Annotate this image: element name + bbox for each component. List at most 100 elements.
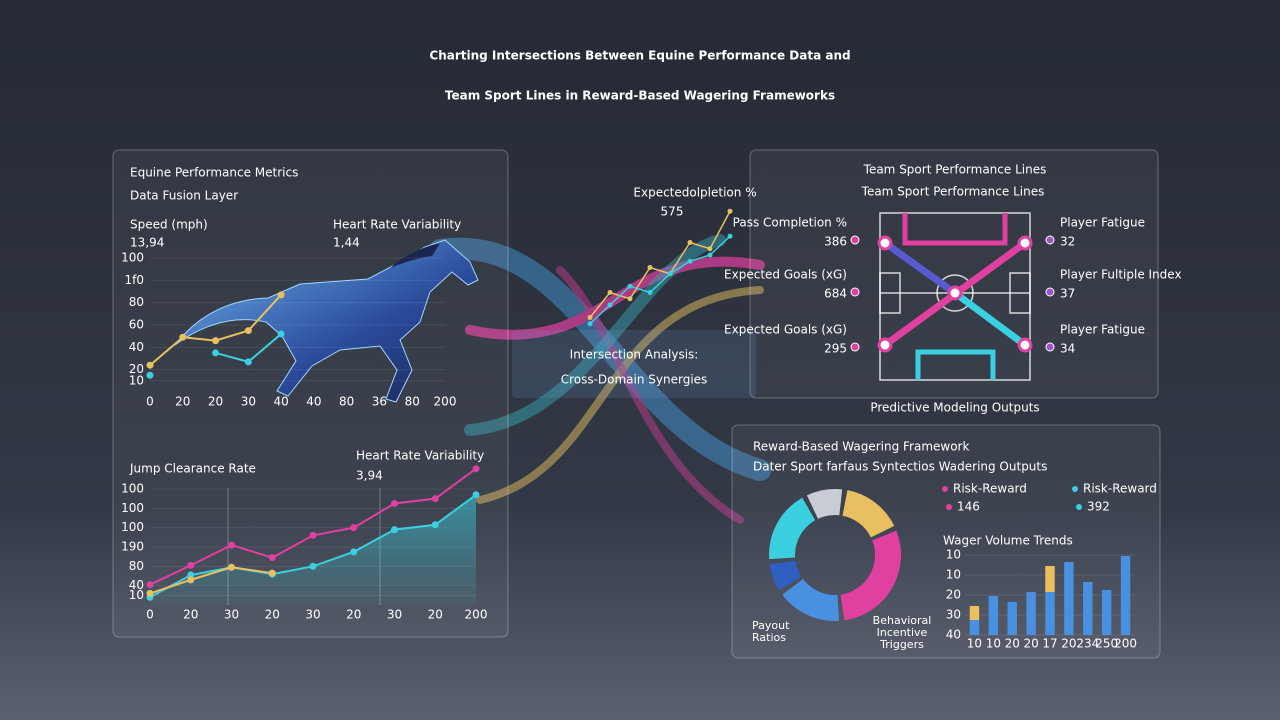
- donut-segment: [782, 579, 840, 621]
- metric-dot: [1045, 235, 1055, 245]
- y-tick-label: 100: [121, 501, 144, 515]
- x-tick-label: 234: [1076, 637, 1099, 651]
- point: [727, 208, 733, 214]
- chart-label: Jump Clearance Rate: [129, 462, 256, 476]
- nodes: [877, 235, 1033, 353]
- metric-label: Heart Rate Variability: [333, 218, 461, 232]
- panel-title: Team Sport Performance Lines: [863, 163, 1047, 177]
- callout-value: 575: [661, 205, 684, 219]
- center-label: Intersection Analysis:: [570, 348, 699, 362]
- x-tick-label: 0: [146, 608, 154, 622]
- x-tick-label: 20: [208, 395, 223, 409]
- panel-subtitle: Dater Sport farfaus Syntectios Wadering …: [753, 460, 1047, 474]
- point: [587, 321, 593, 327]
- point: [179, 333, 187, 341]
- point: [587, 315, 593, 320]
- point: [667, 271, 673, 277]
- point: [277, 291, 285, 299]
- point: [309, 531, 317, 539]
- donut-segment: [842, 490, 895, 538]
- donut-segment: [769, 560, 802, 591]
- y-tick-label: 20: [946, 588, 961, 602]
- metric-label: Heart Rate Variability: [356, 449, 484, 463]
- point: [277, 330, 285, 338]
- metric-label: Expected Goals (xG): [724, 323, 847, 337]
- line: [589, 235, 731, 325]
- y-tick-label: 20: [129, 362, 144, 376]
- metric-value: 34: [1060, 342, 1075, 356]
- point: [350, 524, 358, 532]
- y-tick-label: 10: [946, 548, 961, 562]
- x-tick-label: 30: [241, 395, 256, 409]
- metric-label: Player Fultiple Index: [1060, 268, 1182, 282]
- point: [187, 571, 195, 579]
- metric-dot: [1072, 486, 1078, 492]
- metric-dot: [850, 287, 860, 297]
- point: [707, 246, 713, 252]
- y-tick-label: 100: [121, 482, 144, 496]
- y-tick-label: 80: [129, 295, 144, 309]
- metric-label: Risk-Reward: [953, 482, 1027, 496]
- metric-value: 295: [824, 342, 847, 356]
- point: [627, 296, 633, 302]
- field-zone: [902, 213, 1008, 246]
- point: [244, 358, 252, 366]
- point: [607, 290, 613, 295]
- line: [589, 210, 731, 318]
- point: [146, 581, 154, 589]
- x-tick-label: 30: [224, 608, 239, 622]
- point: [391, 526, 398, 534]
- point: [146, 589, 154, 597]
- point: [309, 562, 317, 570]
- panel-title: Reward-Based Wagering Framework: [753, 440, 969, 454]
- point: [687, 240, 693, 245]
- x-tick-label: 17: [1042, 637, 1057, 651]
- field-zone: [915, 349, 996, 380]
- x-tick-label: 40: [273, 395, 288, 409]
- y-tick-label: 10: [946, 568, 961, 582]
- point: [187, 576, 195, 584]
- center-box: [512, 330, 756, 398]
- x-tick-label: 20: [183, 608, 198, 622]
- point: [647, 290, 653, 295]
- bar: [1045, 566, 1055, 592]
- bar: [969, 620, 980, 635]
- metric-value: 392: [1087, 500, 1110, 514]
- y-tick-label: 10: [129, 373, 144, 387]
- point: [268, 554, 276, 562]
- donut-segment: [806, 489, 843, 519]
- metric-value: 3,94: [356, 469, 383, 483]
- point: [391, 500, 398, 507]
- y-tick-label: 80: [129, 559, 144, 573]
- metric-dot: [1045, 287, 1055, 297]
- point: [187, 561, 195, 569]
- x-tick-label: 30: [387, 608, 402, 622]
- panel-subtitle: Team Sport Performance Lines: [861, 185, 1045, 199]
- play-line: [952, 290, 1028, 348]
- bar: [1007, 602, 1017, 635]
- point: [228, 563, 235, 571]
- bar: [1101, 590, 1112, 635]
- metric-label: Pass Completion %: [733, 216, 847, 230]
- metric-dot: [942, 486, 948, 492]
- metric-dot: [1076, 504, 1082, 510]
- x-tick-label: 10: [967, 637, 982, 651]
- title: Charting Intersections Between Equine Pe…: [429, 49, 850, 63]
- metric-value: 32: [1060, 235, 1075, 249]
- bar: [969, 606, 980, 620]
- play-line: [882, 240, 958, 296]
- metric-label: Player Fatigue: [1060, 323, 1145, 337]
- y-tick-label: 190: [121, 540, 144, 554]
- x-tick-label: 20: [175, 395, 190, 409]
- y-tick-label: 1f0: [125, 273, 145, 287]
- title: Team Sport Lines in Reward-Based Wagerin…: [445, 89, 835, 103]
- metric-label: Speed (mph): [130, 218, 208, 232]
- x-tick-label: 200: [1114, 637, 1137, 651]
- x-tick-label: 250: [1095, 637, 1118, 651]
- callout-label: Expectedolpletion %: [633, 186, 756, 200]
- donut-label: Payout Ratios: [752, 619, 790, 644]
- bar: [988, 596, 999, 635]
- point: [727, 233, 733, 239]
- panel-title: Equine Performance Metrics: [130, 166, 298, 180]
- metric-value: 37: [1060, 287, 1075, 301]
